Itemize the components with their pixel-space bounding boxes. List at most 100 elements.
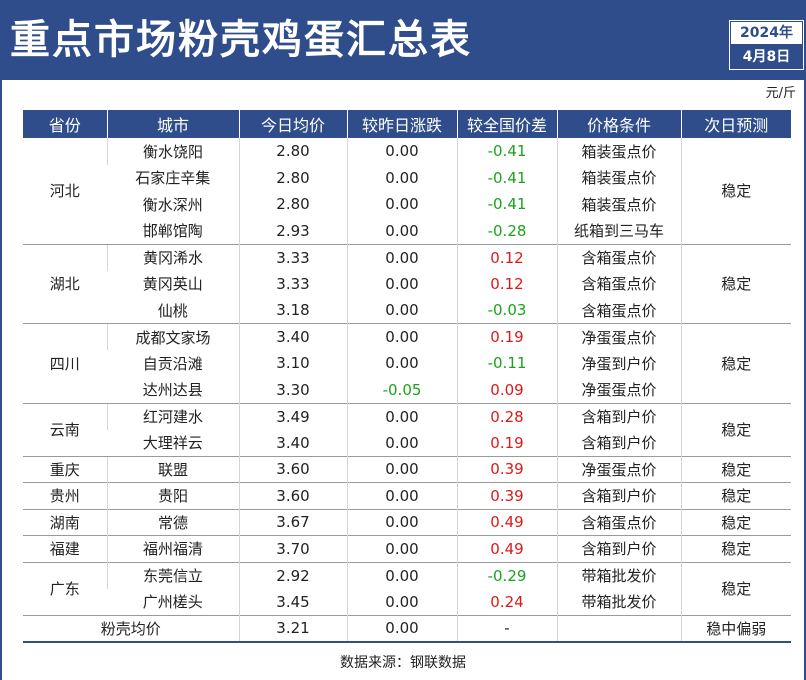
change-cell: 0.00 xyxy=(346,243,457,271)
diff-cell: 0.12 xyxy=(456,270,557,297)
change-cell: 0.00 xyxy=(346,270,457,297)
price-cell: 3.45 xyxy=(238,588,347,615)
forecast-cell: 稳定 xyxy=(680,323,791,403)
province-cell: 重庆 xyxy=(23,455,107,483)
change-cell: 0.00 xyxy=(346,482,457,509)
table-row: 广东 东莞信立 2.92 0.00 -0.29 带箱批发价 稳定 xyxy=(23,561,791,615)
column-header-price: 今日均价 xyxy=(238,110,347,138)
diff-cell: -0.28 xyxy=(456,217,557,244)
diff-cell: 0.39 xyxy=(456,482,557,509)
forecast-cell: 稳定 xyxy=(680,535,791,562)
change-cell: 0.00 xyxy=(346,455,457,483)
table-row: 广州槎头 3.45 0.00 0.24 带箱批发价 xyxy=(23,588,791,615)
condition-cell: 含箱到户价 xyxy=(556,535,681,562)
forecast-cell: 稳定 xyxy=(680,243,791,324)
forecast-cell: 稳定 xyxy=(680,455,791,483)
table-row: 达州达县 3.30 -0.05 0.09 净蛋蛋点价 xyxy=(23,376,791,403)
table-row: 贵州 贵阳 3.60 0.00 0.39 含箱到户价 稳定 xyxy=(23,482,791,509)
column-header-forecast: 次日预测 xyxy=(680,110,791,138)
price-cell: 3.60 xyxy=(238,482,347,509)
change-cell: 0.00 xyxy=(346,429,457,456)
change-cell: 0.00 xyxy=(346,164,457,191)
diff-cell: 0.39 xyxy=(456,455,557,483)
change-cell: 0.00 xyxy=(346,588,457,615)
change-cell: 0.00 xyxy=(346,402,457,430)
diff-cell: -0.41 xyxy=(456,191,557,218)
city-cell: 广州槎头 xyxy=(142,593,203,611)
frame-left-line xyxy=(0,80,2,680)
average-label: 粉壳均价 xyxy=(23,614,239,643)
change-cell: 0.00 xyxy=(346,323,457,350)
diff-cell: -0.03 xyxy=(456,297,557,324)
province-cell: 广东 xyxy=(23,561,107,615)
forecast-cell: 稳定 xyxy=(680,482,791,509)
average-condition xyxy=(556,614,681,643)
price-cell: 3.60 xyxy=(238,455,347,483)
city-cell: 石家庄辛集 xyxy=(135,169,211,188)
city-cell: 常德 xyxy=(106,508,239,536)
condition-cell: 含箱到户价 xyxy=(556,482,681,509)
change-cell: -0.05 xyxy=(346,376,457,403)
change-cell: 0.00 xyxy=(346,508,457,536)
change-cell: 0.00 xyxy=(346,297,457,324)
condition-cell: 箱装蛋点价 xyxy=(556,138,681,165)
city-cell: 红河建水 xyxy=(106,402,239,430)
table-row: 福建 福州福清 3.70 0.00 0.49 含箱到户价 稳定 xyxy=(23,535,791,562)
city-cell: 衡水饶阳 xyxy=(106,138,239,165)
price-cell: 3.18 xyxy=(238,297,347,324)
forecast-cell: 稳定 xyxy=(680,138,791,244)
condition-cell: 净蛋到户价 xyxy=(556,350,681,377)
table-row: 黄冈英山 3.33 0.00 0.12 含箱蛋点价 xyxy=(23,270,791,297)
diff-cell: 0.19 xyxy=(456,429,557,456)
city-cell: 大理祥云 xyxy=(142,434,203,452)
average-row: 粉壳均价 3.21 0.00- 稳中偏弱 xyxy=(23,614,791,643)
diff-cell: 0.24 xyxy=(456,588,557,615)
table-row: 自贡沿滩 3.10 0.00 -0.11 净蛋到户价 xyxy=(23,350,791,377)
condition-cell: 带箱批发价 xyxy=(556,588,681,615)
city-cell: 东莞信立 xyxy=(106,561,239,589)
diff-cell: 0.49 xyxy=(456,508,557,536)
city-cell: 黄冈浠水 xyxy=(106,243,239,271)
diff-cell: -0.29 xyxy=(456,561,557,589)
column-header-condition: 价格条件 xyxy=(556,110,681,138)
average-change: 0.00 xyxy=(346,614,457,643)
table-body: 河北 衡水饶阳 2.80 0.00 -0.41 箱装蛋点价 稳定 石家庄辛集 2.80 0.00-… xyxy=(23,138,791,643)
table-row: 湖北 黄冈浠水 3.33 0.00 0.12 含箱蛋点价 稳定 xyxy=(23,243,791,324)
province-cell: 湖南 xyxy=(23,508,107,536)
price-cell: 3.40 xyxy=(238,429,347,456)
average-forecast: 稳中偏弱 xyxy=(680,614,791,643)
title-banner: 重点市场粉壳鸡蛋汇总表 2024年 4月8日 xyxy=(0,0,806,80)
table-row: 河北 衡水饶阳 2.80 0.00 -0.41 箱装蛋点价 稳定 xyxy=(23,138,791,244)
price-cell: 2.93 xyxy=(238,217,347,244)
average-price: 3.21 xyxy=(238,614,347,643)
change-cell: 0.00 xyxy=(346,191,457,218)
table-row: 云南 红河建水 3.49 0.00 0.28 含箱到户价 稳定 xyxy=(23,402,791,456)
price-cell: 3.70 xyxy=(238,535,347,562)
condition-cell: 含箱到户价 xyxy=(556,402,681,430)
diff-cell: 0.19 xyxy=(456,323,557,350)
change-cell: 0.00 xyxy=(346,561,457,589)
diff-cell: -0.41 xyxy=(456,138,557,165)
unit-label: 元/斤 xyxy=(765,86,796,101)
province-cell: 湖北 xyxy=(23,243,107,324)
condition-cell: 含箱到户价 xyxy=(556,429,681,456)
table-row: 石家庄辛集 2.80 0.00 -0.41 箱装蛋点价 xyxy=(23,164,791,191)
province-cell: 福建 xyxy=(23,535,107,562)
table-row: 大理祥云 3.40 0.00 0.19 含箱到户价 xyxy=(23,429,791,456)
table-row: 四川 成都文家场 3.40 0.00 0.19 净蛋蛋点价 稳定 xyxy=(23,323,791,403)
average-diff: - xyxy=(456,614,557,643)
condition-cell: 净蛋蛋点价 xyxy=(556,455,681,483)
condition-cell: 含箱蛋点价 xyxy=(556,297,681,324)
province-cell: 四川 xyxy=(23,323,107,403)
diff-cell: 0.09 xyxy=(456,376,557,403)
condition-cell: 含箱蛋点价 xyxy=(556,270,681,297)
city-cell: 贵阳 xyxy=(106,482,239,509)
table-row: 仙桃 3.18 0.00 -0.03 含箱蛋点价 xyxy=(23,297,791,324)
column-header-city: 城市 xyxy=(106,110,239,138)
price-cell: 2.80 xyxy=(238,164,347,191)
city-cell: 成都文家场 xyxy=(106,323,239,350)
date-year: 2024年 xyxy=(731,22,802,44)
forecast-cell: 稳定 xyxy=(680,508,791,536)
table-row: 衡水深州 2.80 0.00 -0.41 箱装蛋点价 xyxy=(23,191,791,218)
table-row: 重庆 联盟 3.60 0.00 0.39 净蛋蛋点价 稳定 xyxy=(23,455,791,483)
